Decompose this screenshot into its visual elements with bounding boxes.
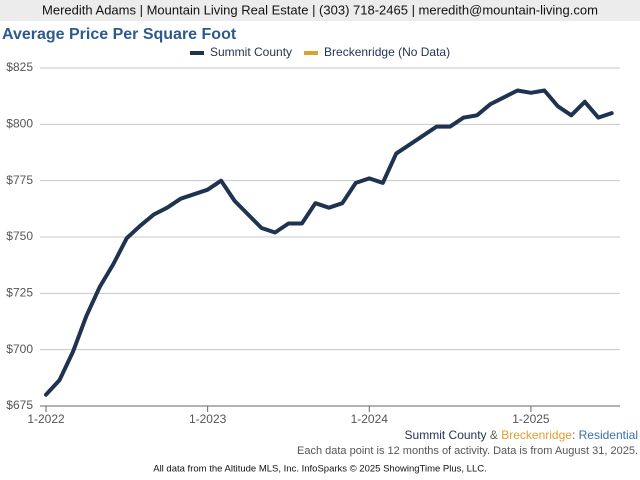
x-tick-label: 1-2023 bbox=[189, 412, 227, 426]
footer-area-part: Breckenridge bbox=[501, 428, 572, 442]
x-tick-label: 1-2025 bbox=[512, 412, 550, 426]
y-tick-label: $825 bbox=[6, 60, 33, 74]
footer-source: All data from the Altitude MLS, Inc. Inf… bbox=[153, 464, 487, 475]
header-text: Meredith Adams | Mountain Living Real Es… bbox=[42, 2, 598, 17]
y-tick-label: $700 bbox=[6, 342, 33, 356]
footer-area-part: Summit County bbox=[405, 428, 487, 442]
y-tick-label: $725 bbox=[6, 286, 33, 300]
y-tick-label: $750 bbox=[6, 229, 33, 243]
y-tick-label: $675 bbox=[6, 398, 33, 412]
series-line bbox=[44, 88, 614, 397]
legend-label: Summit County bbox=[210, 45, 292, 59]
footer-note: Each data point is 12 months of activity… bbox=[297, 445, 638, 457]
y-tick-label: $800 bbox=[6, 117, 33, 131]
y-tick-label: $775 bbox=[6, 173, 33, 187]
chart-title: Average Price Per Square Foot bbox=[2, 26, 237, 43]
x-tick-label: 1-2024 bbox=[351, 412, 389, 426]
footer-area: Summit County & Breckenridge: Residentia… bbox=[405, 428, 638, 442]
legend-label: Breckenridge (No Data) bbox=[324, 45, 450, 59]
footer-area-part: : bbox=[572, 428, 579, 442]
footer-area-part: Residential bbox=[579, 428, 638, 442]
header-bar bbox=[0, 0, 640, 21]
x-tick-label: 1-2022 bbox=[27, 412, 65, 426]
footer-area-part: & bbox=[487, 428, 502, 442]
